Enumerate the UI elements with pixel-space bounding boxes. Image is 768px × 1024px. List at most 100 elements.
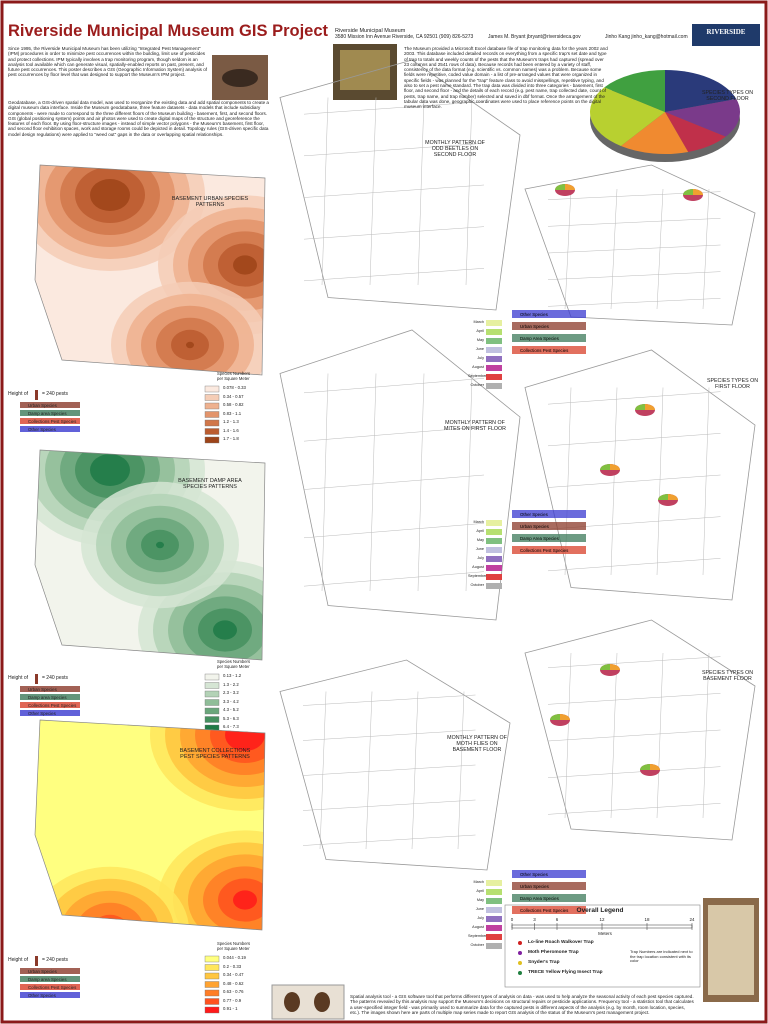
overall-legend-box	[504, 904, 701, 988]
floor-wall	[547, 558, 721, 572]
scale-title: Species Numbers per Square Meter	[217, 941, 251, 951]
floor-wall	[547, 766, 721, 778]
month-swatch	[486, 329, 502, 335]
class-swatch	[204, 981, 220, 988]
legend-title: Overall Legend	[576, 907, 624, 914]
class-swatch	[204, 402, 220, 410]
species-title: SPECIES TYPES ON FIRST FLOOR	[706, 378, 759, 391]
mini-pie-slice	[610, 464, 620, 470]
scale-unit: Meters	[598, 931, 612, 936]
class-label: 0.63 - 0.76	[223, 989, 244, 994]
floor-wall	[656, 387, 664, 576]
floor-wall	[369, 373, 377, 592]
scale-label: 12	[599, 917, 605, 922]
height-label: Height of	[8, 957, 29, 963]
floor-wall	[303, 378, 485, 394]
species-label: Collections Pest Species	[520, 907, 569, 913]
mini-pie-slice	[693, 189, 703, 195]
trap-marker	[518, 961, 522, 965]
height-value: = 240 pests	[42, 391, 68, 397]
mini-pie-slice	[600, 464, 610, 470]
floor-wall	[365, 691, 373, 850]
mini-pie-slice	[560, 714, 570, 720]
height-label: Height of	[8, 391, 29, 397]
class-swatch	[204, 690, 220, 698]
month-swatch	[486, 338, 502, 344]
species-label: Urban Species	[28, 968, 57, 974]
floor-wall	[302, 799, 476, 811]
species-title: SPECIES TYPES ON BASEMENT FLOOR	[701, 670, 754, 683]
class-swatch	[204, 707, 220, 715]
month-swatch	[486, 529, 502, 535]
month-swatch	[486, 880, 502, 886]
floor-wall	[417, 373, 425, 592]
class-label: 0.91 - 1	[223, 1006, 238, 1011]
month-label: June	[475, 347, 484, 351]
floor-wall	[702, 188, 710, 310]
class-label: 0.83 - 1.1	[223, 410, 242, 416]
month-label: March	[473, 880, 484, 884]
floor-wall	[547, 693, 721, 705]
class-swatch	[204, 436, 220, 444]
species-label: Damp area Species	[28, 694, 67, 700]
floor-wall	[319, 691, 327, 850]
heat-band	[233, 255, 257, 275]
month-swatch	[486, 356, 502, 362]
mini-pie-slice	[658, 494, 668, 500]
species-label: Urban Species	[520, 883, 549, 889]
month-label: October	[470, 583, 484, 587]
month-label: September	[468, 934, 487, 938]
floor-wall	[610, 652, 618, 819]
class-label: 0.48 - 0.62	[223, 980, 244, 986]
panel-title: BASEMENT COLLECTIONS PEST SPECIES PATTER…	[179, 748, 251, 761]
class-label: 0.044 - 0.19	[223, 955, 246, 960]
species-label: Collections Pest Species	[28, 984, 77, 990]
species-label: Other Species	[520, 871, 548, 877]
photo-subject	[314, 992, 330, 1012]
floor-wall	[302, 729, 476, 741]
floor-wall	[547, 218, 721, 227]
floor-plan	[524, 619, 756, 841]
photo	[271, 984, 345, 1020]
month-swatch	[486, 907, 502, 913]
class-label: 1.2 - 1.3	[223, 419, 239, 424]
heat-band	[90, 454, 130, 486]
species-swatch	[512, 882, 586, 890]
month-swatch	[486, 934, 502, 940]
species-swatch	[20, 418, 80, 424]
logo-box	[692, 24, 760, 46]
class-swatch	[204, 998, 220, 1005]
class-label: 0.77 - 0.9	[223, 997, 242, 1003]
species-swatch	[512, 334, 586, 342]
floor-wall	[303, 101, 485, 115]
species-swatch	[20, 426, 80, 432]
month-swatch	[486, 383, 502, 389]
logo-text: RIVERSIDE	[706, 28, 746, 36]
species-title: SPECIES TYPES ON SECOND FLOOR	[701, 90, 754, 103]
photo-subject	[340, 50, 390, 90]
floor-wall	[302, 834, 476, 846]
trap-label: Moth Pheromone Trap	[528, 950, 579, 955]
month-swatch	[486, 374, 502, 380]
pattern-title: MONTHLY PATTERN OF ODD BEETLES ON SECOND…	[425, 140, 485, 159]
species-swatch	[512, 894, 586, 902]
floor-plan	[524, 349, 756, 601]
species-label: Damp area Species	[28, 976, 67, 982]
month-swatch	[486, 565, 502, 571]
floor-wall	[369, 97, 377, 286]
class-swatch	[204, 716, 220, 723]
floor-wall	[547, 298, 721, 307]
museum-address: 3580 Mission Inn Avenue Riverside, CA 92…	[335, 34, 474, 40]
month-swatch	[486, 520, 502, 526]
floor-wall	[303, 571, 485, 587]
heat-band	[76, 902, 144, 930]
floor-wall	[303, 523, 485, 539]
species-label: Urban Species	[28, 402, 57, 408]
heat-band	[90, 179, 130, 211]
month-label: August	[472, 925, 484, 929]
month-label: October	[470, 383, 484, 387]
month-swatch	[486, 916, 502, 922]
height-value: = 240 pests	[42, 675, 68, 681]
floor-plan	[279, 329, 521, 621]
